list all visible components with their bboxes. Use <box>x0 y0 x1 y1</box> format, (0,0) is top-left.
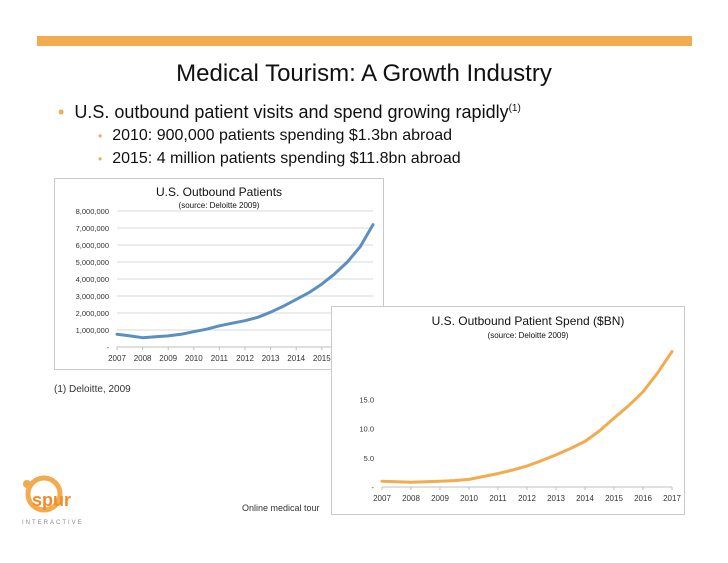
bullet-dot-icon: • <box>58 102 65 122</box>
y-tick-label: 1,000,000 <box>76 326 109 335</box>
y-tick-label: 3,000,000 <box>76 292 109 301</box>
y-tick-label: 4,000,000 <box>76 275 109 284</box>
bullet-sub-2: • 2015: 4 million patients spending $11.8… <box>98 150 461 168</box>
series-line-0 <box>380 350 674 484</box>
y-tick-label: 5.0 <box>364 454 374 463</box>
x-tick-label: 2008 <box>134 354 152 363</box>
bullet-dot-icon: • <box>98 129 103 143</box>
bullet-main-text: U.S. outbound patient visits and spend g… <box>74 102 509 122</box>
chart-outbound-spend-svg: U.S. Outbound Patient Spend ($BN) (source… <box>359 314 681 503</box>
chart-outbound-spend: U.S. Outbound Patient Spend ($BN) (source… <box>331 306 685 515</box>
y-tick-label: 15.0 <box>359 395 374 404</box>
x-tick-label: 2017 <box>663 494 681 503</box>
logo-dot-icon <box>23 480 31 488</box>
x-tick-label: 2011 <box>489 494 507 503</box>
chart-outbound-patients: U.S. Outbound Patients (source: Deloitte … <box>54 178 384 370</box>
x-tick-label: 2016 <box>634 494 652 503</box>
page-title: Medical Tourism: A Growth Industry <box>176 60 552 87</box>
x-tick-label: 2010 <box>460 494 478 503</box>
footnote: (1) Deloitte, 2009 <box>54 384 131 395</box>
y-tick-label: - <box>107 343 110 352</box>
y-tick-label: 6,000,000 <box>76 241 109 250</box>
x-tick-label: 2015 <box>605 494 623 503</box>
chart-title: U.S. Outbound Patients <box>156 185 282 199</box>
x-tick-label: 2009 <box>159 354 177 363</box>
chart-subtitle: (source: Deloitte 2009) <box>488 331 569 340</box>
x-tick-label: 2008 <box>402 494 420 503</box>
x-tick-label: 2015 <box>313 354 331 363</box>
logo-subtext: INTERACTIVE <box>22 520 84 526</box>
x-tick-label: 2007 <box>373 494 391 503</box>
top-accent-bar <box>37 36 692 46</box>
logo-svg: spur INTERACTIVE <box>22 475 84 526</box>
chart-subtitle: (source: Deloitte 2009) <box>179 201 260 210</box>
bullet-main: • U.S. outbound patient visits and spend … <box>58 102 521 123</box>
x-tick-label: 2010 <box>185 354 203 363</box>
spur-interactive-logo: spur INTERACTIVE <box>18 462 138 532</box>
y-tick-label: - <box>372 483 375 492</box>
x-tick-label: 2012 <box>518 494 536 503</box>
footer-text: Online medical tour <box>242 503 320 513</box>
x-tick-label: 2009 <box>431 494 449 503</box>
logo-text: spur <box>32 490 71 510</box>
y-tick-label: 7,000,000 <box>76 224 109 233</box>
x-tick-label: 2014 <box>576 494 594 503</box>
chart-title: U.S. Outbound Patient Spend ($BN) <box>432 314 625 328</box>
bullet-sub-1-text: 2010: 900,000 patients spending $1.3bn a… <box>112 127 453 144</box>
y-tick-label: 2,000,000 <box>76 309 109 318</box>
x-tick-label: 2014 <box>287 354 305 363</box>
x-tick-label: 2013 <box>262 354 280 363</box>
y-tick-label: 8,000,000 <box>76 207 109 216</box>
bullet-sub-2-text: 2015: 4 million patients spending $11.8b… <box>112 150 461 167</box>
bullet-dot-icon: • <box>98 152 103 166</box>
bullet-sub-1: • 2010: 900,000 patients spending $1.3bn … <box>98 127 452 145</box>
series-line-0 <box>115 223 375 340</box>
x-tick-label: 2011 <box>211 354 229 363</box>
y-tick-label: 10.0 <box>359 425 374 434</box>
footnote-ref: (1) <box>508 103 521 114</box>
logo-ring-icon <box>25 475 63 513</box>
y-tick-label: 5,000,000 <box>76 258 109 267</box>
x-tick-label: 2012 <box>236 354 254 363</box>
x-tick-label: 2013 <box>547 494 565 503</box>
chart-outbound-patients-svg: U.S. Outbound Patients (source: Deloitte … <box>76 185 383 363</box>
x-tick-label: 2007 <box>108 354 126 363</box>
